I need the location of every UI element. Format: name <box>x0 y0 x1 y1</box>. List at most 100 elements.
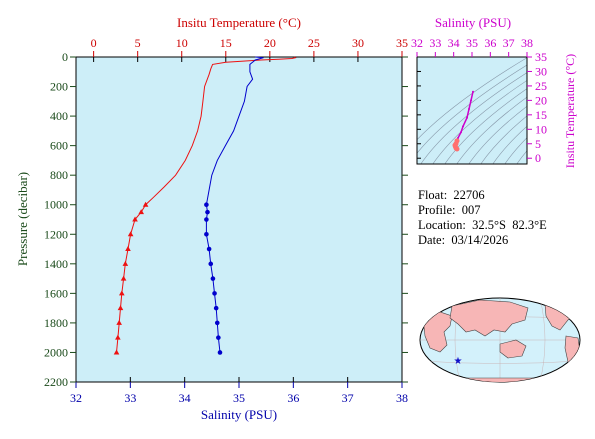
ts-temperature-tick-label: 10 <box>535 122 547 136</box>
pressure-tick-label: 2200 <box>44 375 68 389</box>
ts-point <box>462 125 464 128</box>
ts-point <box>466 116 468 119</box>
temperature-tick-labels: 0 5 10 15 20 25 30 35 <box>91 36 408 50</box>
ts-salinity-tick-label: 33 <box>429 36 441 50</box>
pressure-tick-label: 2000 <box>44 345 68 359</box>
ts-point <box>470 99 472 102</box>
temperature-marker <box>138 209 144 215</box>
ts-temperature-tick-label: 0 <box>535 151 541 165</box>
temperature-marker <box>113 349 120 355</box>
pressure-tick-label: 200 <box>50 80 68 94</box>
salinity-marker <box>206 246 212 252</box>
ts-point <box>454 146 460 152</box>
antarctica-land <box>429 377 571 382</box>
salinity-tick-label: 38 <box>396 391 408 405</box>
density-contour <box>522 50 595 175</box>
salinity-marker <box>213 305 219 311</box>
temperature-tick-label: 30 <box>352 36 364 50</box>
salinity-tick-label: 32 <box>70 391 82 405</box>
ts-salinity-tick-label: 38 <box>521 36 533 50</box>
temperature-marker <box>132 216 138 222</box>
pressure-tick-label: 1000 <box>44 198 68 212</box>
temperature-marker <box>122 260 129 266</box>
temperature-tick-label: 5 <box>135 36 141 50</box>
salinity-marker <box>205 209 210 215</box>
ts-temperature-tick-label: 5 <box>535 137 541 151</box>
temperature-tick-label: 20 <box>264 36 276 50</box>
ts-salinity-tick-label: 37 <box>503 36 515 50</box>
ts-salinity-tick-label: 34 <box>448 36 460 50</box>
ts-series <box>452 90 474 152</box>
profile-plot: 0 5 10 15 20 25 30 35 32 33 34 35 36 37 38 0 200 400 600… <box>15 15 408 422</box>
salinity-marker <box>216 335 221 340</box>
pressure-tick-label: 0 <box>62 50 68 64</box>
salinity-tick-labels: 32 33 34 35 36 37 38 <box>70 391 408 405</box>
density-contour <box>468 105 527 164</box>
temperature-axis-title: Insitu Temperature (°C) <box>177 15 301 30</box>
ts-temperature-tick-label: 15 <box>535 108 547 122</box>
salinity-marker <box>214 320 220 326</box>
salinity-marker <box>210 276 216 281</box>
date-text: Date: 03/14/2026 <box>418 233 509 247</box>
profile-plot-area <box>75 56 403 383</box>
density-contour <box>504 137 527 164</box>
density-contour <box>516 150 527 164</box>
temperature-tick-label: 35 <box>396 36 408 50</box>
ts-tick-marks <box>416 52 532 159</box>
ts-point <box>460 131 462 134</box>
location-text: Location: 32.5°S 82.3°E <box>418 218 547 232</box>
ts-point <box>472 90 474 93</box>
asia-land <box>449 299 529 337</box>
density-contour <box>417 64 527 154</box>
temperature-tick-label: 25 <box>308 36 320 50</box>
temperature-marker <box>142 201 149 207</box>
salinity-tick-label: 33 <box>124 391 136 405</box>
salinity-marker <box>204 202 209 208</box>
salinity-axis-title: Salinity (PSU) <box>201 407 277 422</box>
ts-temperature-tick-label: 30 <box>535 64 547 78</box>
ts-salinity-axis-title: Salinity (PSU) <box>435 15 511 30</box>
salinity-marker <box>208 261 214 267</box>
ts-salinity-tick-labels: 32 33 34 35 36 37 38 <box>411 36 533 50</box>
salinity-marker <box>204 217 209 222</box>
ts-temperature-tick-label: 20 <box>535 93 547 107</box>
ts-temperature-tick-label: 35 <box>535 50 547 64</box>
temperature-marker <box>117 305 124 311</box>
pressure-tick-label: 800 <box>50 168 68 182</box>
pressure-tick-label: 1400 <box>44 257 68 271</box>
pressure-axis-title: Pressure (decibar) <box>15 172 30 266</box>
africa-europe-land <box>422 311 453 353</box>
temperature-marker <box>127 231 134 237</box>
density-contour <box>582 50 595 175</box>
world-map: ★ <box>419 297 581 383</box>
temperature-marker <box>125 246 131 252</box>
salinity-tick-label: 34 <box>179 391 191 405</box>
temperature-marker <box>120 275 127 281</box>
temperature-tick-label: 0 <box>91 36 97 50</box>
ts-point <box>468 108 470 111</box>
pressure-tick-label: 1200 <box>44 227 68 241</box>
density-contour <box>417 57 527 141</box>
profile-number-text: Profile: 007 <box>418 203 481 217</box>
profile-series <box>113 56 297 355</box>
ts-salinity-tick-label: 36 <box>484 36 496 50</box>
star-icon: ★ <box>454 356 463 367</box>
ts-temperature-axis-title: Insitu Temperature (°C) <box>563 54 577 168</box>
density-contour <box>444 88 527 164</box>
salinity-tick-label: 37 <box>342 391 354 405</box>
pressure-tick-label: 1600 <box>44 286 68 300</box>
ts-salinity-tick-label: 32 <box>411 36 423 50</box>
temperature-marker <box>115 334 121 340</box>
salinity-marker <box>212 291 217 296</box>
salinity-profile-line <box>205 56 264 353</box>
density-contour <box>432 80 527 164</box>
pressure-tick-label: 600 <box>50 139 68 153</box>
australia-land <box>499 339 527 359</box>
pressure-tick-label: 400 <box>50 109 68 123</box>
temperature-tick-label: 15 <box>220 36 232 50</box>
temperature-tick-label: 10 <box>176 36 188 50</box>
salinity-tick-label: 35 <box>233 391 245 405</box>
